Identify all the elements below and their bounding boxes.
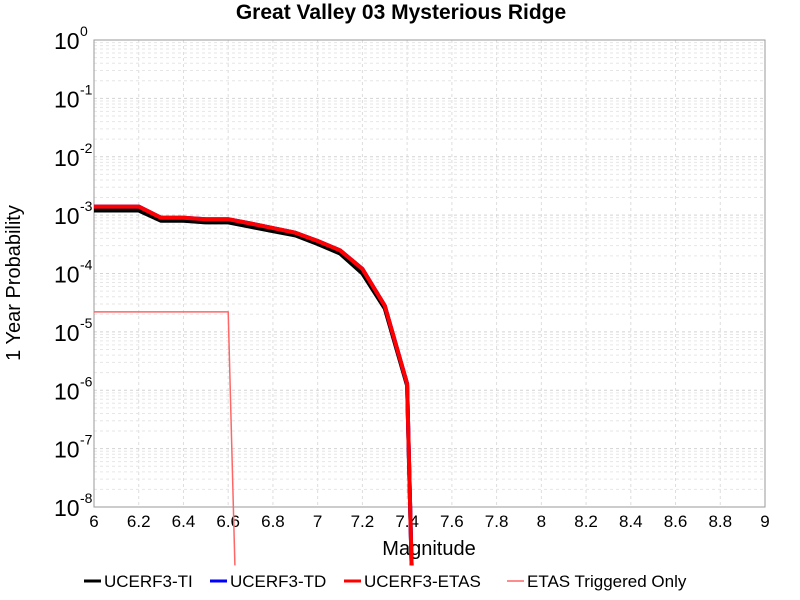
y-tick-exponent: -6 [80, 373, 93, 389]
y-tick-exponent: -4 [80, 257, 93, 273]
y-tick-label: 10 [54, 28, 80, 54]
y-tick-exponent: -2 [80, 140, 93, 156]
x-tick-label: 6.8 [261, 512, 285, 531]
legend: UCERF3-TI UCERF3-TD UCERF3-ETAS ETAS Trigge… [84, 572, 687, 591]
x-tick-label: 7.4 [395, 512, 419, 531]
x-tick-label: 6 [89, 512, 98, 531]
x-axis-label: Magnitude [382, 538, 475, 560]
y-tick-label: 10 [54, 378, 80, 404]
x-tick-label: 8.4 [619, 512, 643, 531]
y-tick-label: 10 [54, 320, 80, 346]
y-tick-exponent: -1 [80, 81, 93, 97]
y-tick-label: 10 [54, 86, 80, 112]
y-tick-exponent: -7 [80, 432, 93, 448]
y-tick-exponent: -8 [80, 490, 93, 506]
x-tick-label: 7.8 [485, 512, 509, 531]
x-tick-label: 8.8 [708, 512, 732, 531]
series-line-etas-triggered-only [94, 311, 236, 566]
y-tick-label: 10 [54, 437, 80, 463]
x-tick-label: 6.4 [172, 512, 196, 531]
series-line-ucerf3-etas [94, 204, 414, 566]
y-tick-label: 10 [54, 262, 80, 288]
x-axis-ticks: 6 6.2 6.4 6.6 6.8 7 7.2 7.4 7.6 7.8 8 8.2 8.4 8.6 8.8 9 [89, 512, 769, 531]
y-tick-label: 10 [54, 203, 80, 229]
y-tick-exponent: 0 [80, 23, 88, 39]
x-tick-label: 6.6 [216, 512, 240, 531]
series-lines [94, 204, 414, 566]
x-tick-label: 9 [760, 512, 769, 531]
y-tick-label: 10 [54, 495, 80, 521]
chart-title: Great Valley 03 Mysterious Ridge [236, 1, 566, 24]
x-tick-label: 8.2 [574, 512, 598, 531]
y-axis-label: 1 Year Probability [3, 205, 25, 361]
legend-label: ETAS Triggered Only [527, 572, 687, 591]
x-tick-label: 8 [537, 512, 546, 531]
x-tick-label: 7.2 [351, 512, 375, 531]
x-tick-label: 6.2 [127, 512, 151, 531]
legend-label: UCERF3-ETAS [364, 572, 481, 591]
x-tick-label: 8.6 [664, 512, 688, 531]
y-tick-exponent: -3 [80, 198, 93, 214]
x-tick-label: 7 [313, 512, 322, 531]
plot-area [93, 39, 766, 508]
y-tick-label: 10 [54, 145, 80, 171]
x-tick-label: 7.6 [440, 512, 464, 531]
legend-label: UCERF3-TI [104, 572, 193, 591]
legend-label: UCERF3-TD [230, 572, 326, 591]
y-tick-exponent: -5 [80, 315, 93, 331]
grid [93, 40, 766, 508]
